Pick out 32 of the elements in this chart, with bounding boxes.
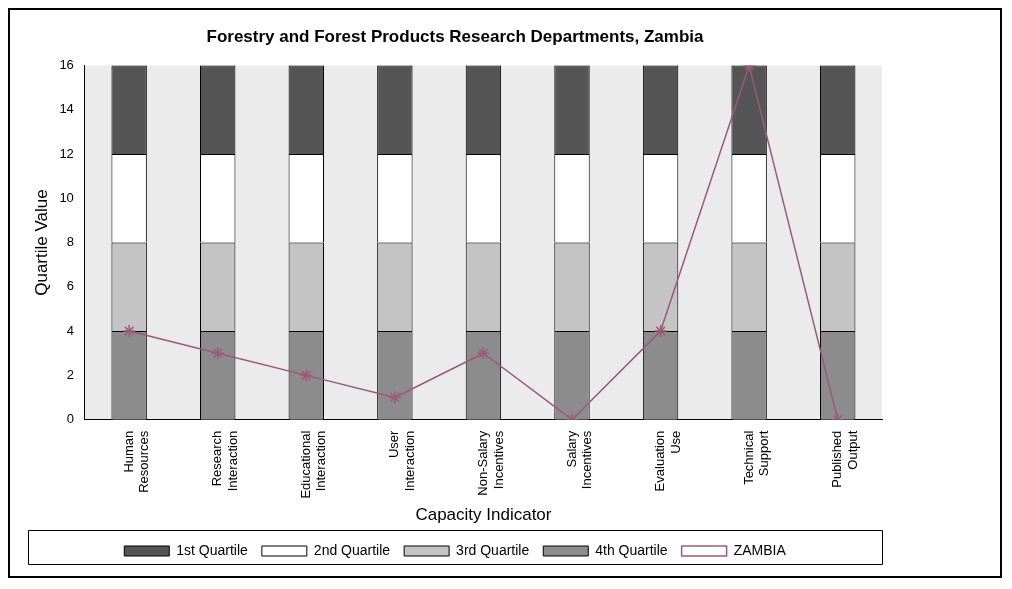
point [476,346,491,360]
x-tick-label: User Interaction [386,430,418,492]
y-tick-label: 16 [59,56,74,72]
legend-label: ZAMBIA [733,541,787,558]
x-tick-label: Technical Support [740,430,772,485]
x-tick-label: Human Resources [120,430,152,493]
x-tick-label: Educational Interaction [297,430,329,499]
y-tick-label: 10 [59,189,74,205]
point [653,324,668,338]
legend-label: 4th Quartile [595,541,668,558]
y-axis-title: Quartile Value [31,189,51,296]
point [210,346,225,360]
legend-label: 2nd Quartile [313,541,391,558]
x-tick-label: Research Interaction [209,430,240,492]
chart-title: Forestry and Forest Products Research Departments, Zambia [206,26,704,46]
x-tick-label: Published Output [829,430,860,488]
y-tick-label: 12 [59,145,74,161]
y-tick-label: 4 [66,322,74,338]
x-axis-title: Capacity Indicator [415,505,552,525]
legend-label: 3rd Quartile [456,541,530,558]
y-tick-label: 0 [66,411,74,427]
y-tick-label: 8 [66,234,74,250]
y-tick-label: 14 [59,101,74,117]
point [388,390,402,405]
x-tick-label: Salary Incentives [563,430,595,490]
y-tick-label: 2 [66,366,74,382]
y-tick-label: 6 [66,278,74,294]
x-tick-label: Non-Salary Incentives [475,430,506,496]
point [122,324,136,338]
point [299,368,314,383]
x-tick-label: Evaluation Use [652,430,683,492]
legend-label: 1st Quartile [176,541,249,558]
